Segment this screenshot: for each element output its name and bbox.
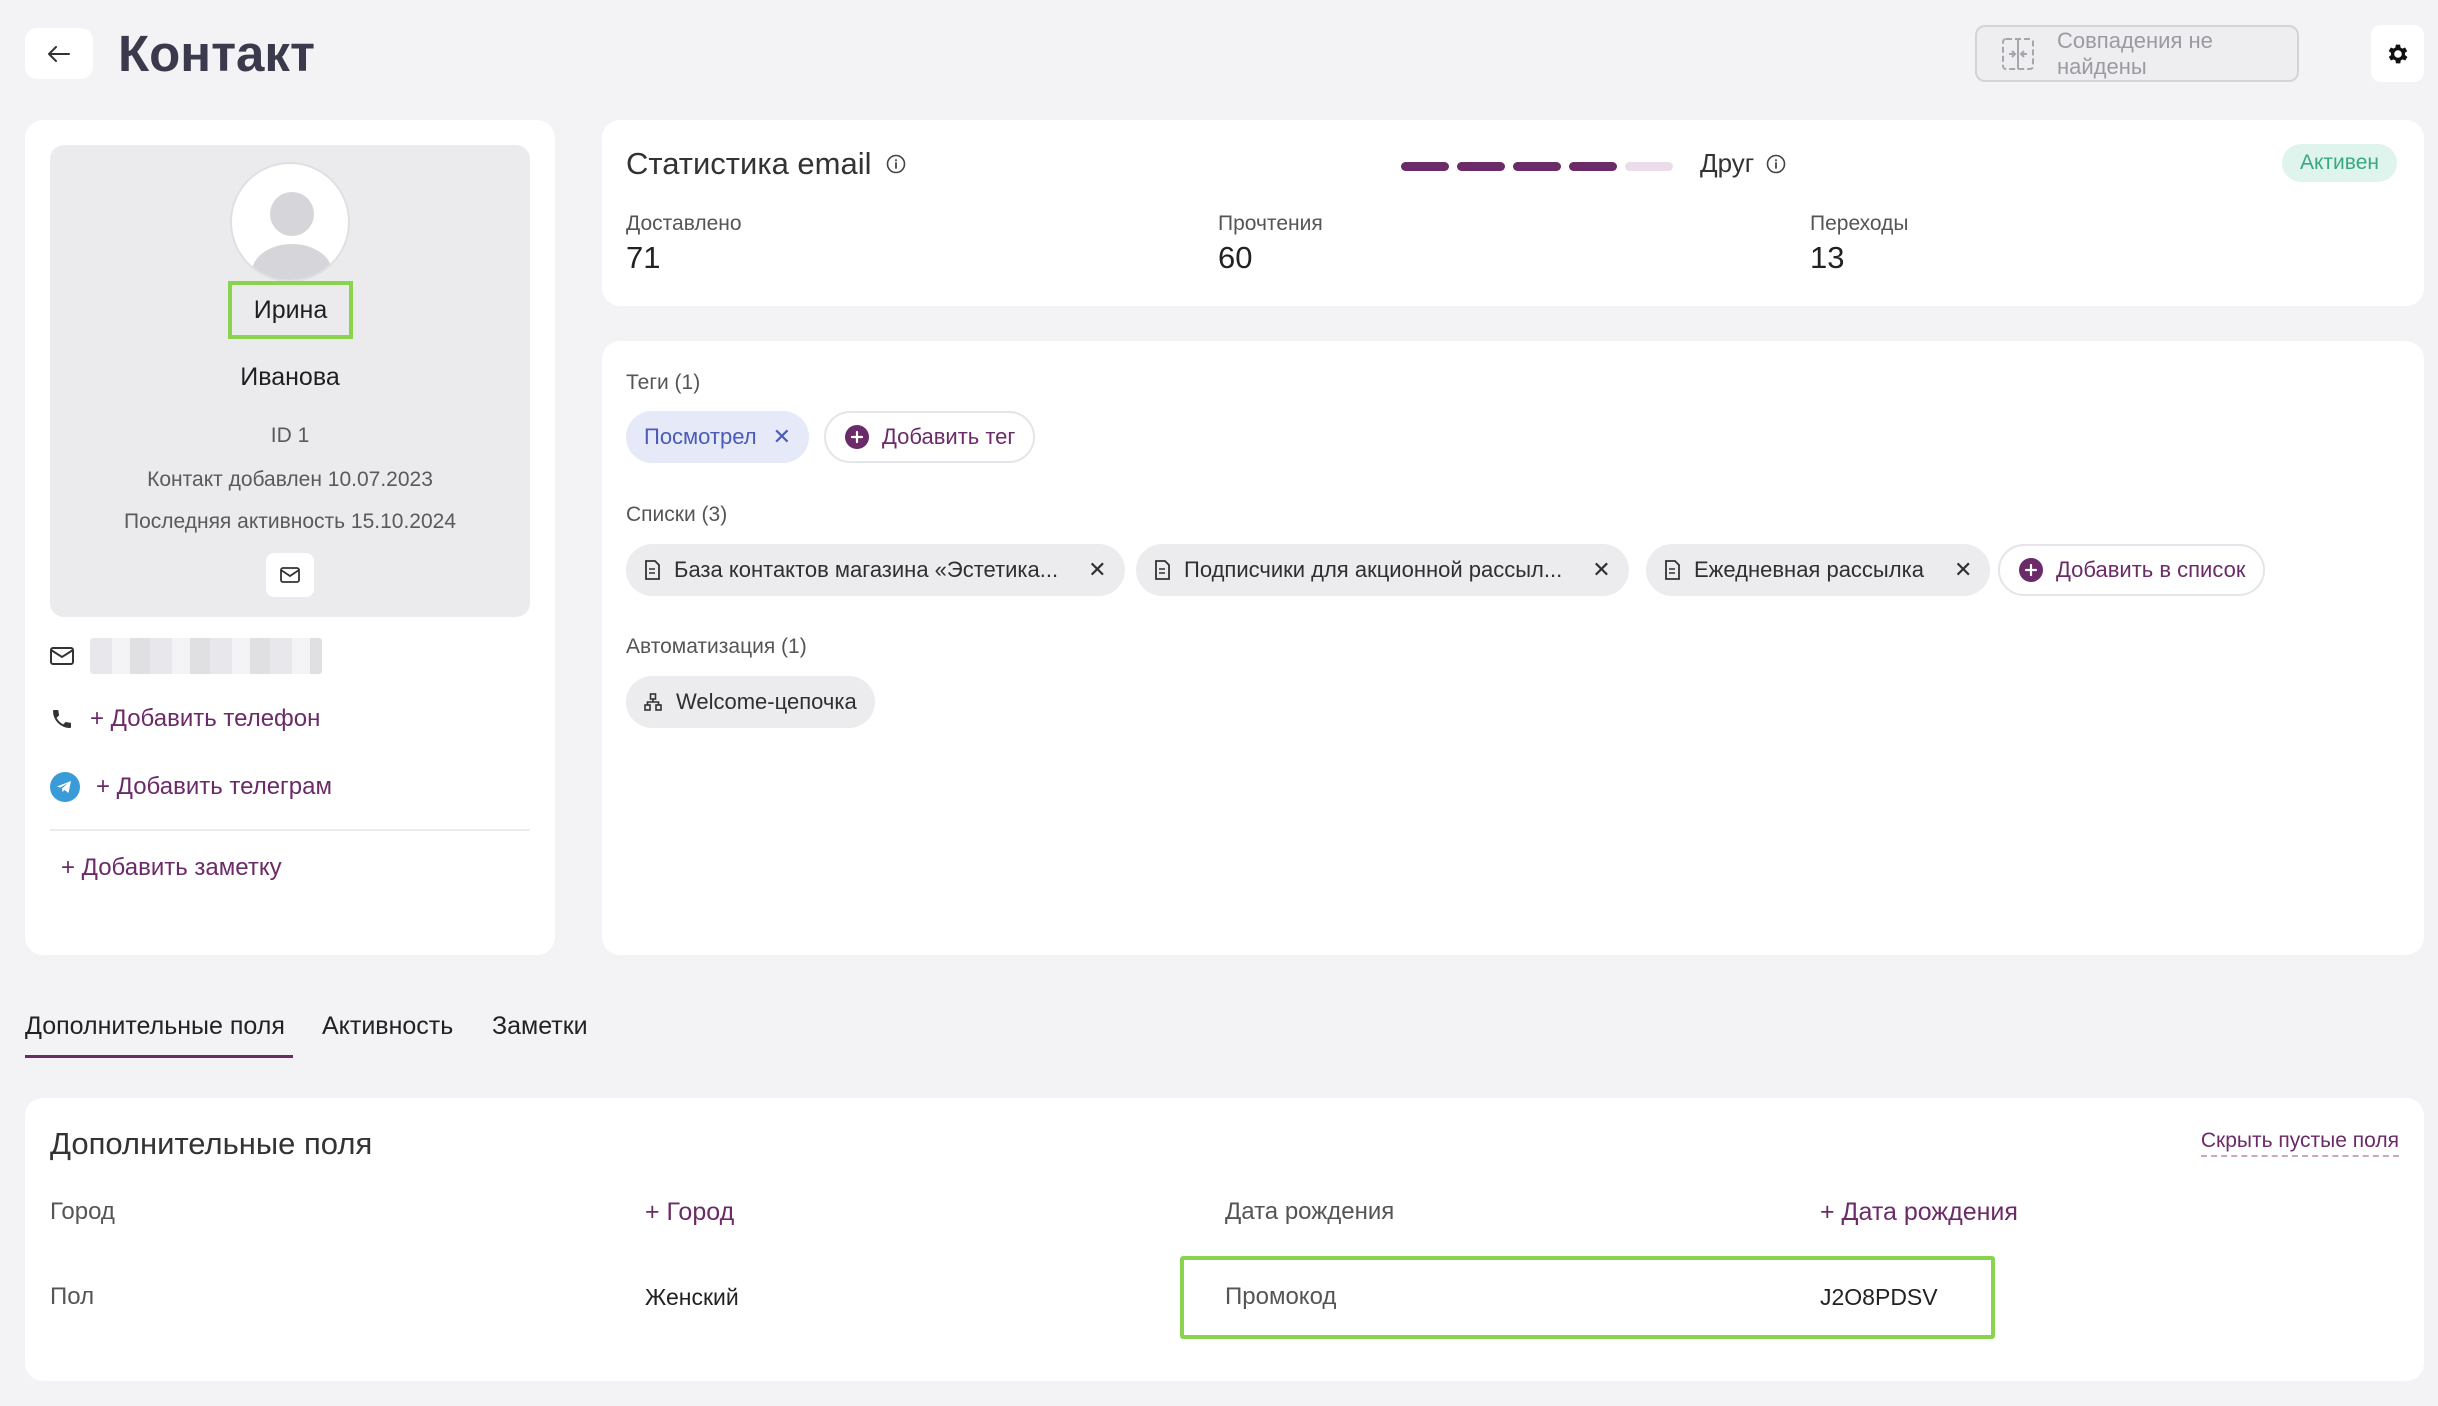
last-activity: Последняя активность 15.10.2024: [123, 510, 457, 533]
add-phone-link[interactable]: + Добавить телефон: [50, 705, 320, 733]
city-label: Город: [50, 1198, 115, 1225]
merge-icon: [2001, 37, 2035, 71]
close-icon[interactable]: ✕: [772, 424, 792, 449]
info-icon[interactable]: [886, 154, 906, 174]
automation-chip[interactable]: Welcome-цепочка: [626, 676, 875, 728]
add-note-link[interactable]: + Добавить заметку: [61, 854, 282, 882]
extra-fields-title: Дополнительные поля: [50, 1126, 373, 1161]
document-icon: [1664, 560, 1680, 580]
birth-date-label: Дата рождения: [1225, 1198, 1395, 1225]
add-to-list-button[interactable]: Добавить в список: [1998, 544, 2266, 596]
tab-extra-fields[interactable]: Дополнительные поля: [25, 1012, 285, 1040]
engagement-rating-label: Друг: [1700, 148, 1755, 178]
engagement-rating-bar: [1401, 162, 1673, 171]
gear-icon: [2385, 41, 2411, 67]
envelope-icon: [50, 647, 74, 665]
duplicates-button[interactable]: Совпадения не найдены: [1975, 25, 2299, 82]
info-icon[interactable]: [1766, 154, 1786, 174]
envelope-icon: [280, 567, 300, 583]
back-button[interactable]: [25, 28, 93, 79]
add-city-link[interactable]: + Город: [645, 1198, 735, 1226]
clicks-label: Переходы: [1810, 212, 1909, 235]
list-chip-label: Ежедневная рассылка: [1694, 557, 1924, 582]
list-chip[interactable]: Ежедневная рассылка ✕: [1646, 544, 1991, 596]
tag-chip-label: Посмотрел: [644, 424, 757, 449]
telegram-icon: [50, 772, 80, 802]
promo-code-label: Промокод: [1225, 1283, 1337, 1310]
add-telegram-label: + Добавить телеграм: [96, 773, 332, 800]
document-icon: [644, 560, 660, 580]
rating-segment: [1457, 162, 1505, 171]
promo-highlight: [1180, 1256, 1995, 1339]
hide-empty-fields-link[interactable]: Скрыть пустые поля: [2200, 1129, 2399, 1157]
document-icon: [1154, 560, 1170, 580]
workflow-icon: [644, 693, 662, 711]
add-telegram-link[interactable]: + Добавить телеграм: [50, 772, 332, 802]
segmentation-card: Теги (1) Посмотрел ✕ Добавить тег Списки…: [602, 341, 2424, 955]
contact-added-date: Контакт добавлен 10.07.2023: [147, 468, 433, 491]
send-email-button[interactable]: [266, 553, 314, 597]
avatar[interactable]: [230, 162, 350, 282]
rating-segment: [1569, 162, 1617, 171]
promo-code-value[interactable]: J2O8PDSV: [1820, 1284, 1938, 1310]
tag-chip[interactable]: Посмотрел ✕: [626, 411, 810, 463]
profile-card: Ирина Иванова ID 1 Контакт добавлен 10.0…: [25, 120, 555, 955]
first-name[interactable]: Ирина: [228, 281, 353, 339]
duplicates-label: Совпадения не найдены: [2057, 27, 2213, 79]
list-chip-label: База контактов магазина «Эстетика...: [674, 557, 1059, 582]
close-icon[interactable]: ✕: [1592, 557, 1611, 582]
add-note-label: + Добавить заметку: [61, 854, 282, 881]
status-badge: Активен: [2282, 144, 2397, 182]
email-stats-card: Статистика email Друг Активен Доставлено…: [602, 120, 2424, 306]
reads-value: 60: [1218, 240, 1253, 275]
plus-circle-icon: [2018, 557, 2044, 583]
arrow-left-icon: [48, 45, 70, 62]
automation-chip-label: Welcome-цепочка: [676, 689, 857, 714]
extra-fields-card: Дополнительные поля Скрыть пустые поля Г…: [25, 1098, 2424, 1381]
plus-circle-icon: [844, 424, 870, 450]
add-birth-date-link[interactable]: + Дата рождения: [1820, 1198, 2018, 1226]
profile-summary: Ирина Иванова ID 1 Контакт добавлен 10.0…: [50, 145, 530, 617]
automation-label: Автоматизация (1): [626, 635, 807, 658]
contact-id: ID 1: [270, 424, 310, 447]
list-chip[interactable]: Подписчики для акционной рассыл... ✕: [1136, 544, 1629, 596]
divider: [50, 829, 530, 831]
tab-activity[interactable]: Активность: [322, 1012, 454, 1040]
delivered-label: Доставлено: [626, 212, 742, 235]
active-tab-indicator: [25, 1055, 293, 1058]
email-stats-title: Статистика email: [626, 146, 906, 182]
rating-segment: [1401, 162, 1449, 171]
settings-button[interactable]: [2371, 25, 2424, 82]
close-icon[interactable]: ✕: [1953, 557, 1973, 582]
add-phone-label: + Добавить телефон: [90, 705, 321, 732]
page-title: Контакт: [118, 25, 315, 82]
list-chip[interactable]: База контактов магазина «Эстетика... ✕: [626, 544, 1125, 596]
engagement-rating: Друг: [1700, 148, 1786, 179]
close-icon[interactable]: ✕: [1088, 557, 1107, 582]
reads-label: Прочтения: [1218, 212, 1323, 235]
tags-label: Теги (1): [626, 371, 701, 394]
phone-icon: [50, 707, 74, 731]
rating-segment: [1625, 162, 1673, 171]
clicks-value: 13: [1810, 240, 1845, 275]
email-stats-title-text: Статистика email: [626, 146, 872, 181]
rating-segment: [1513, 162, 1561, 171]
delivered-value: 71: [626, 240, 661, 275]
gender-value[interactable]: Женский: [645, 1284, 739, 1310]
list-chip-label: Подписчики для акционной рассыл...: [1184, 557, 1563, 582]
add-to-list-label: Добавить в список: [2056, 557, 2246, 582]
last-name[interactable]: Иванова: [240, 363, 340, 391]
lists-label: Списки (3): [626, 503, 728, 526]
add-tag-button[interactable]: Добавить тег: [824, 411, 1036, 463]
gender-label: Пол: [50, 1283, 95, 1310]
email-value-blurred[interactable]: [90, 638, 322, 674]
tab-notes[interactable]: Заметки: [492, 1012, 588, 1040]
email-row: [50, 638, 322, 674]
add-tag-label: Добавить тег: [882, 424, 1016, 449]
